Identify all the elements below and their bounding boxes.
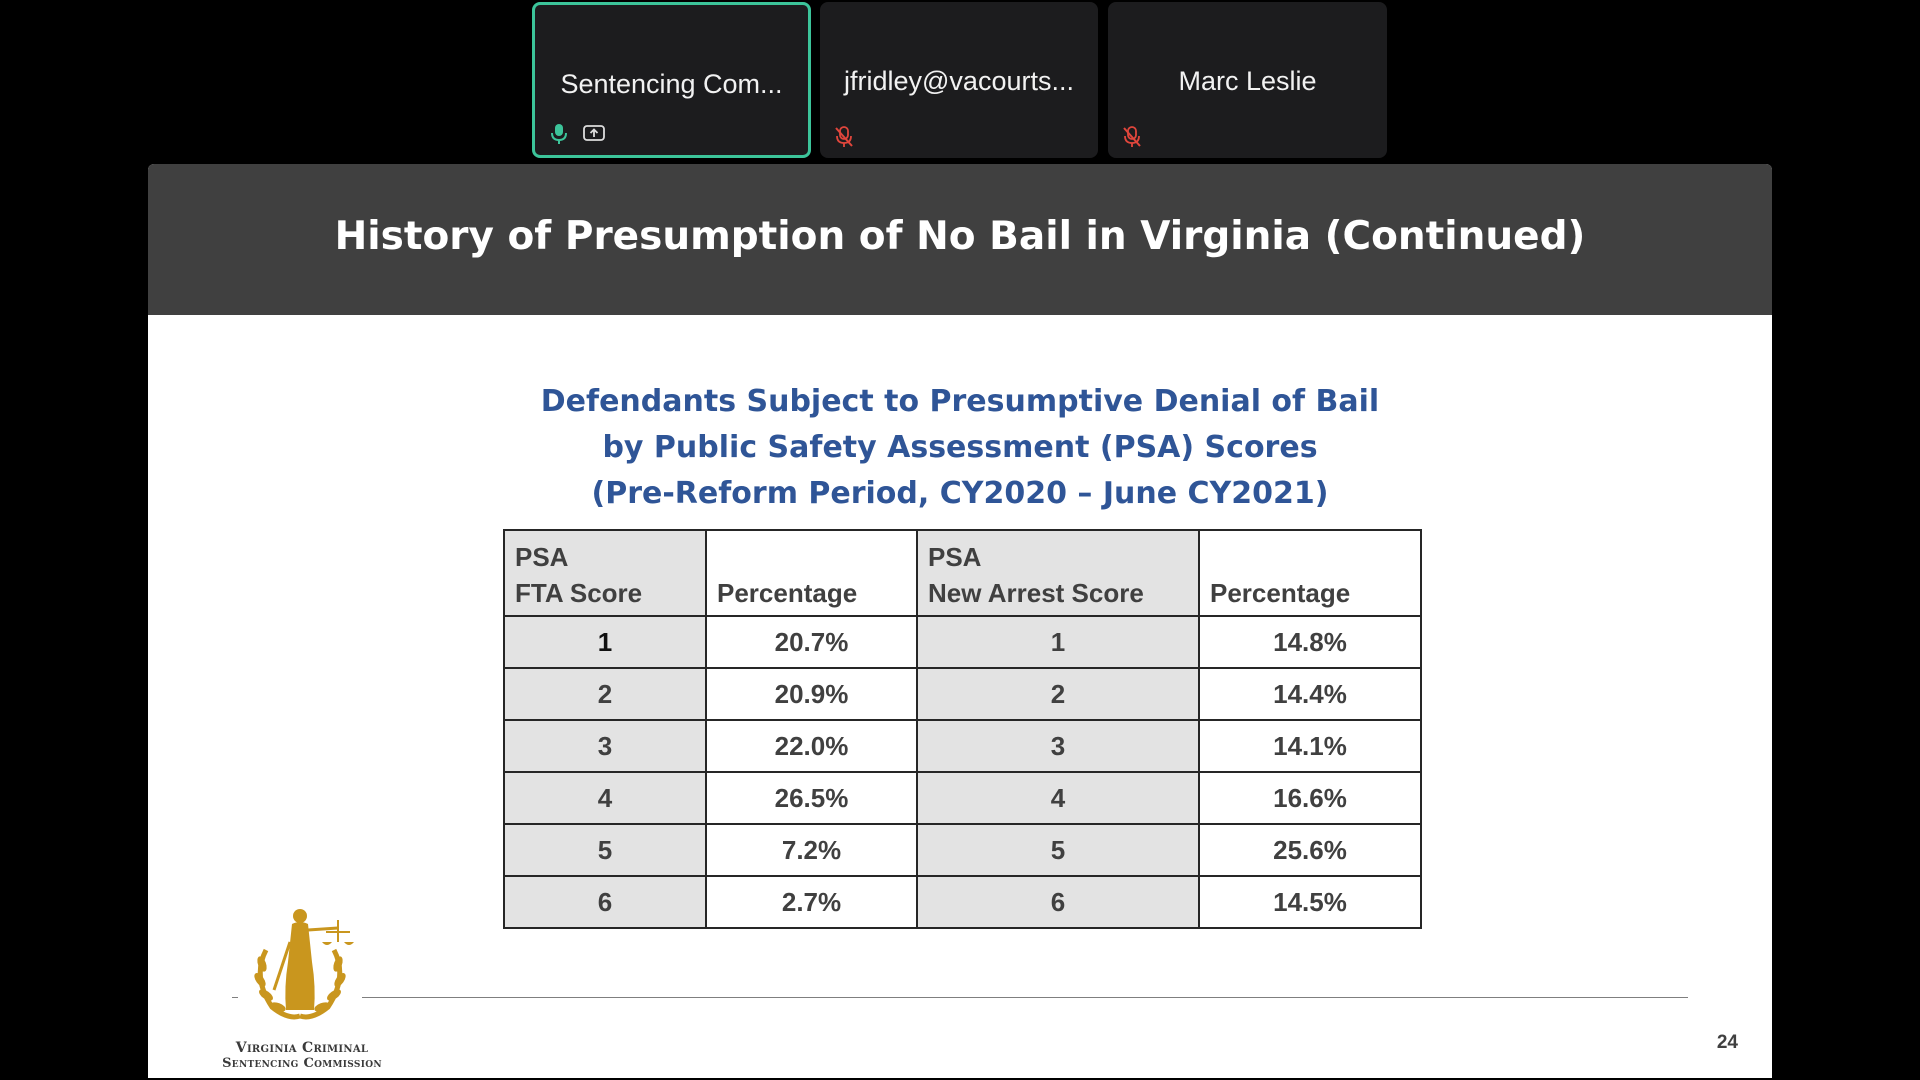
participant-name: Sentencing Com... bbox=[560, 69, 783, 99]
table-row: 1 20.7% 1 14.8% bbox=[503, 615, 1422, 669]
fta-score-cell: 4 bbox=[503, 771, 707, 825]
commission-logo-icon bbox=[238, 902, 362, 1022]
slide-title: History of Presumption of No Bail in Vir… bbox=[334, 214, 1586, 259]
fta-percentage-cell: 20.7% bbox=[705, 615, 918, 669]
header-fta-percentage: Percentage bbox=[705, 529, 918, 617]
participant-name: jfridley@vacourts... bbox=[844, 66, 1074, 96]
mic-muted-icon bbox=[834, 126, 854, 148]
table-row: 4 26.5% 4 16.6% bbox=[503, 771, 1422, 825]
new-arrest-percentage-cell: 14.1% bbox=[1198, 719, 1422, 773]
table-caption-line: (Pre-Reform Period, CY2020 – June CY2021… bbox=[591, 476, 1329, 511]
fta-score-cell: 5 bbox=[503, 823, 707, 877]
participant-tile-jfridley[interactable]: jfridley@vacourts... bbox=[820, 2, 1098, 158]
new-arrest-percentage-cell: 14.8% bbox=[1198, 615, 1422, 669]
new-arrest-score-cell: 1 bbox=[916, 615, 1200, 669]
new-arrest-score-cell: 5 bbox=[916, 823, 1200, 877]
table-row: 3 22.0% 3 14.1% bbox=[503, 719, 1422, 773]
header-fta-score: PSA FTA Score bbox=[503, 529, 707, 617]
new-arrest-percentage-cell: 25.6% bbox=[1198, 823, 1422, 877]
new-arrest-score-cell: 4 bbox=[916, 771, 1200, 825]
commission-name-line: Virginia Criminal bbox=[235, 1040, 369, 1056]
mic-on-icon bbox=[549, 123, 569, 145]
fta-score-cell: 1 bbox=[503, 615, 707, 669]
header-new-arrest-score: PSA New Arrest Score bbox=[916, 529, 1200, 617]
share-screen-icon bbox=[583, 123, 605, 145]
participant-name: Marc Leslie bbox=[1178, 66, 1317, 96]
commission-name: Virginia Criminal Sentencing Commission bbox=[212, 1040, 392, 1072]
new-arrest-score-cell: 3 bbox=[916, 719, 1200, 773]
commission-name-line: Sentencing Commission bbox=[222, 1056, 382, 1071]
new-arrest-percentage-cell: 14.5% bbox=[1198, 875, 1422, 929]
new-arrest-percentage-cell: 16.6% bbox=[1198, 771, 1422, 825]
header-new-arrest-percentage: Percentage bbox=[1198, 529, 1422, 617]
fta-score-cell: 3 bbox=[503, 719, 707, 773]
participant-tile-sentencing[interactable]: Sentencing Com... bbox=[532, 2, 811, 158]
fta-score-cell: 2 bbox=[503, 667, 707, 721]
fta-score-cell: 6 bbox=[503, 875, 707, 929]
table-caption-line: by Public Safety Assessment (PSA) Scores bbox=[602, 430, 1318, 465]
slide-page-number: 24 bbox=[1716, 1032, 1738, 1053]
fta-percentage-cell: 22.0% bbox=[705, 719, 918, 773]
new-arrest-score-cell: 2 bbox=[916, 667, 1200, 721]
mic-muted-icon bbox=[1122, 126, 1142, 148]
fta-percentage-cell: 20.9% bbox=[705, 667, 918, 721]
participant-tile-marc-leslie[interactable]: Marc Leslie bbox=[1108, 2, 1387, 158]
new-arrest-score-cell: 6 bbox=[916, 875, 1200, 929]
fta-percentage-cell: 2.7% bbox=[705, 875, 918, 929]
table-header-row: PSA FTA Score Percentage PSA New Arrest Sc… bbox=[503, 529, 1422, 617]
table-caption: Defendants Subject to Presumptive Denial… bbox=[148, 379, 1772, 517]
shared-slide: History of Presumption of No Bail in Vir… bbox=[148, 164, 1772, 1078]
fta-percentage-cell: 26.5% bbox=[705, 771, 918, 825]
table-caption-line: Defendants Subject to Presumptive Denial… bbox=[540, 384, 1380, 419]
new-arrest-percentage-cell: 14.4% bbox=[1198, 667, 1422, 721]
fta-percentage-cell: 7.2% bbox=[705, 823, 918, 877]
psa-scores-table: PSA FTA Score Percentage PSA New Arrest Sc… bbox=[503, 529, 1422, 929]
footer-divider bbox=[232, 997, 1688, 998]
table-row: 5 7.2% 5 25.6% bbox=[503, 823, 1422, 877]
table-row: 6 2.7% 6 14.5% bbox=[503, 875, 1422, 929]
table-row: 2 20.9% 2 14.4% bbox=[503, 667, 1422, 721]
slide-header: History of Presumption of No Bail in Vir… bbox=[148, 164, 1772, 315]
